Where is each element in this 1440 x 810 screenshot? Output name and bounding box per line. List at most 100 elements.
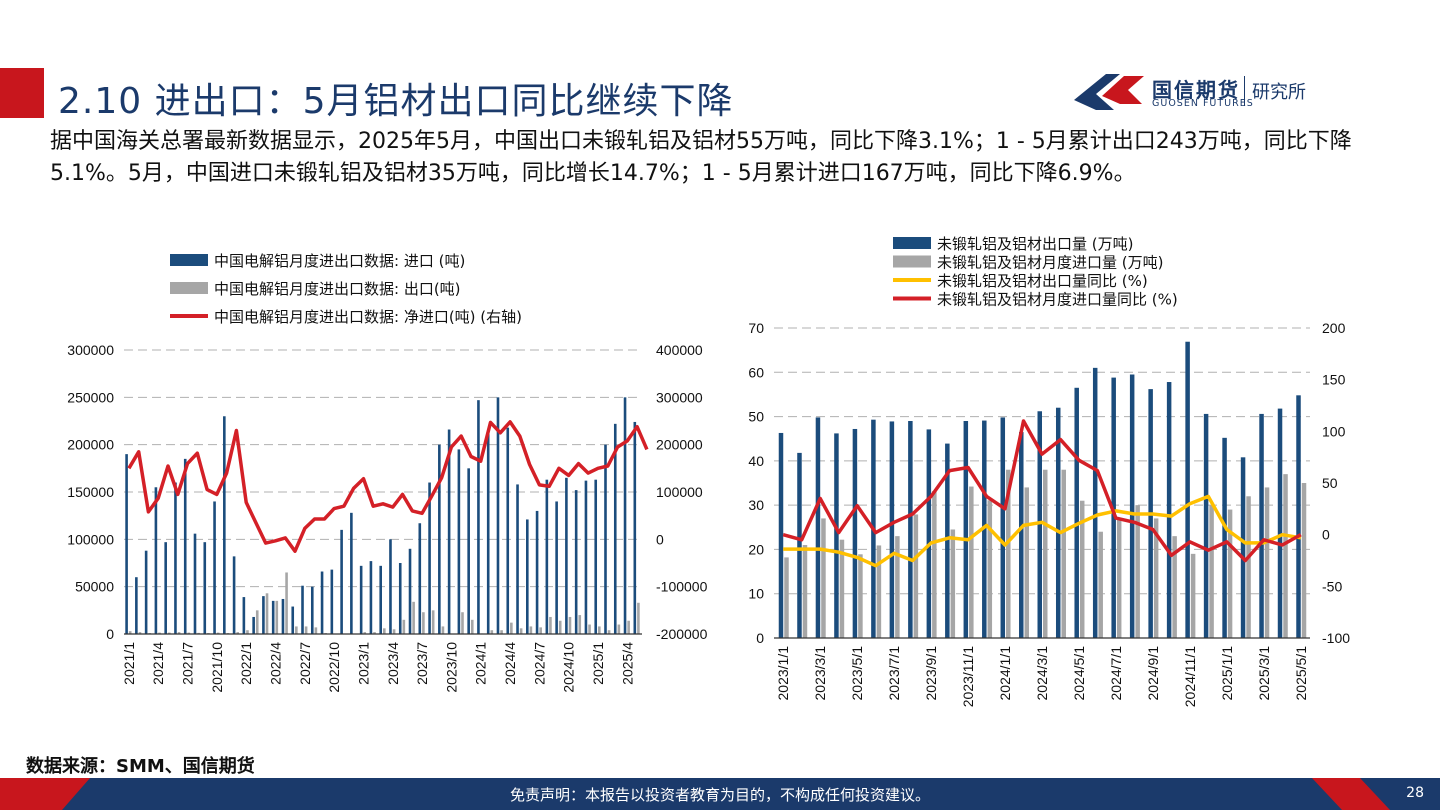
y-right-tick-label: 150 <box>1322 372 1346 388</box>
bar-secondary <box>1061 469 1066 638</box>
legend-swatch <box>170 254 208 266</box>
bar-primary <box>447 429 451 634</box>
bar-secondary <box>490 630 494 634</box>
bar-secondary <box>314 627 318 634</box>
logo-sub-text: 研究所 <box>1252 82 1306 103</box>
bar-primary <box>1019 432 1024 638</box>
bar-secondary <box>226 633 230 634</box>
y-left-tick-label: 10 <box>748 586 764 602</box>
x-tick-label: 2024/7/1 <box>1108 646 1124 701</box>
y-left-tick-label: 50000 <box>75 579 114 595</box>
bar-primary <box>871 419 876 638</box>
bar-secondary <box>441 626 445 634</box>
bar-secondary <box>1246 496 1251 638</box>
x-tick-label: 2023/7/1 <box>886 646 902 701</box>
y-left-tick-label: 30 <box>748 497 764 513</box>
x-tick-label: 2025/1 <box>590 642 606 685</box>
bar-secondary <box>500 630 503 634</box>
bar-secondary <box>969 486 974 638</box>
bar-primary <box>1203 413 1209 638</box>
bar-secondary <box>422 612 425 634</box>
bar-secondary <box>1172 536 1177 638</box>
legend-label: 未锻轧铝及铝材出口量同比 (%) <box>937 272 1148 290</box>
data-source: 数据来源：SMM、国信期货 <box>26 756 255 777</box>
x-tick-label: 2022/1 <box>238 642 254 685</box>
x-tick-label: 2024/9/1 <box>1145 646 1161 701</box>
bar-primary <box>379 565 382 634</box>
bar-primary <box>330 569 334 634</box>
x-tick-label: 2021/1 <box>121 642 137 685</box>
bar-primary <box>1277 408 1283 638</box>
bar-secondary <box>197 632 200 634</box>
legend-label: 未锻轧铝及铝材出口量 (万吨) <box>937 235 1133 253</box>
y-right-tick-label: -200000 <box>656 626 708 642</box>
legend-label: 未锻轧铝及铝材月度进口量同比 (%) <box>937 291 1178 309</box>
bar-secondary <box>461 612 464 634</box>
bar-secondary <box>1209 505 1214 638</box>
bar-primary <box>262 596 265 634</box>
y-right-tick-label: 0 <box>1322 527 1330 543</box>
bar-secondary <box>128 631 132 634</box>
bar-secondary <box>1301 483 1307 638</box>
bar-secondary <box>207 633 210 634</box>
bar-primary <box>834 433 839 638</box>
bar-secondary <box>598 626 601 634</box>
bar-primary <box>908 421 913 638</box>
bar-primary <box>535 510 539 634</box>
y-left-tick-label: 50 <box>748 409 764 425</box>
x-tick-label: 2023/5/1 <box>849 646 865 701</box>
bar-primary <box>778 432 784 638</box>
y-left-tick-label: 60 <box>748 364 764 380</box>
bar-primary <box>852 428 858 638</box>
y-right-tick-label: 200000 <box>656 437 703 453</box>
bar-primary <box>320 571 324 634</box>
bar-secondary <box>529 626 533 634</box>
bar-primary <box>516 484 519 634</box>
bar-primary <box>203 542 207 634</box>
bar-primary <box>271 600 275 634</box>
x-tick-label: 2024/7 <box>531 642 547 685</box>
summary-text: 据中国海关总署最新数据显示，2025年5月，中国出口未锻轧铝及铝材55万吨，同比… <box>50 129 1352 186</box>
bar-primary <box>963 421 969 638</box>
bar-secondary <box>987 500 993 638</box>
bar-secondary <box>784 557 789 638</box>
logo-cn-text: 国信期货 <box>1152 78 1240 102</box>
bar-secondary <box>950 529 956 638</box>
brand-logo: 国信期货 GUOSEN FUTURES 研究所 <box>1072 68 1362 118</box>
y-left-tick-label: 40 <box>748 453 764 469</box>
y-left-tick-label: 20 <box>748 541 764 557</box>
bar-primary <box>1166 382 1172 638</box>
bar-primary <box>232 556 236 634</box>
x-tick-label: 2022/4 <box>267 642 283 685</box>
bar-primary <box>477 400 480 634</box>
bar-secondary <box>1135 505 1140 638</box>
legend-label: 中国电解铝月度进出口数据: 出口(吨) <box>214 280 461 298</box>
bar-secondary <box>932 490 937 638</box>
bar-primary <box>291 606 295 634</box>
logo-emblem-icon <box>1074 74 1144 110</box>
bar-primary <box>555 501 558 634</box>
bar-secondary <box>167 632 171 634</box>
bar-secondary <box>617 624 621 634</box>
x-tick-label: 2021/4 <box>150 642 166 685</box>
bar-primary <box>797 452 802 638</box>
bar-secondary <box>913 514 919 638</box>
y-left-tick-label: 0 <box>756 630 764 646</box>
bar-secondary <box>539 627 542 634</box>
bar-secondary <box>148 633 152 634</box>
bar-secondary <box>568 616 572 634</box>
bar-primary <box>369 561 373 634</box>
x-tick-label: 2022/7 <box>297 642 313 685</box>
bar-primary <box>1185 341 1190 638</box>
page-number: 28 <box>1406 785 1424 801</box>
bar-secondary <box>275 600 279 634</box>
bar-primary <box>1111 377 1116 638</box>
bar-secondary <box>802 545 808 638</box>
bar-primary <box>1259 413 1264 638</box>
bar-secondary <box>1043 469 1048 638</box>
y-right-tick-label: -100000 <box>656 579 708 595</box>
legend-swatch <box>893 255 931 268</box>
page-title: 2.10 进出口：5月铝材出口同比继续下降 <box>58 81 734 122</box>
bar-primary <box>252 616 255 634</box>
title-accent-bar <box>0 68 44 118</box>
